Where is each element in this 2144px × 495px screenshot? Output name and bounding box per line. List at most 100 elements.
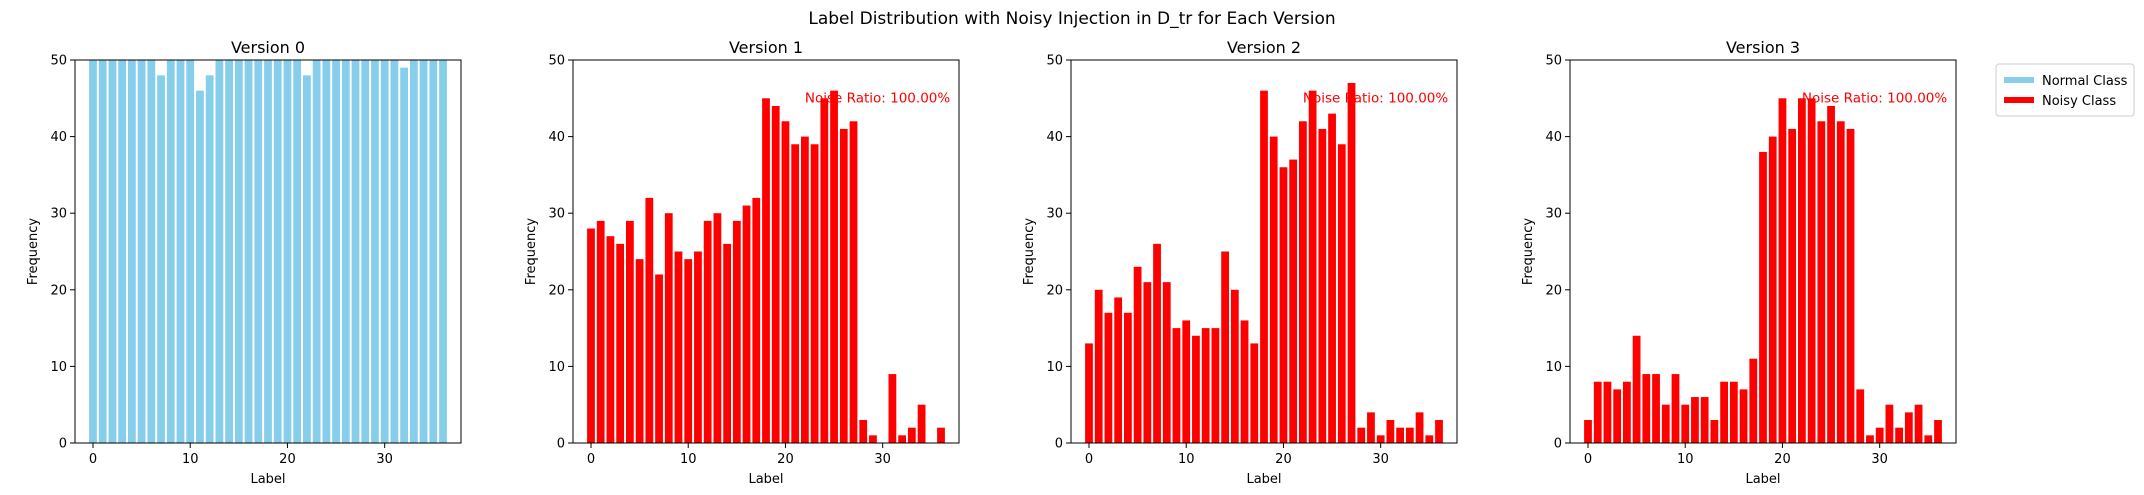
bar — [409, 60, 418, 443]
bar — [1798, 98, 1806, 444]
bar — [1661, 404, 1670, 443]
y-tick-label: 50 — [1545, 54, 1562, 69]
bar — [655, 274, 663, 443]
bar — [108, 60, 117, 443]
x-tick-label: 0 — [89, 452, 97, 467]
subplots: 0 10 20 30 0 10 20 30 40 50 Version 0 Label Frequenc… — [26, 38, 1957, 487]
bar — [1357, 427, 1366, 443]
y-tick-label: 20 — [1545, 283, 1562, 298]
bar — [1221, 251, 1229, 443]
y-tick-label: 10 — [548, 360, 565, 375]
bar — [1895, 427, 1904, 443]
bar — [1691, 397, 1699, 443]
bar — [118, 60, 127, 443]
bar — [303, 75, 311, 443]
bar — [1250, 343, 1259, 443]
bar — [1405, 427, 1414, 443]
bar — [1386, 420, 1395, 443]
bar — [429, 60, 438, 443]
bar — [244, 60, 253, 443]
x-tick-label: 30 — [1871, 452, 1888, 467]
bar — [1593, 381, 1602, 443]
bar — [1347, 82, 1356, 443]
subplot-0: 0 10 20 30 0 10 20 30 40 50 Version 0 Label Frequenc… — [26, 38, 462, 487]
bar — [1192, 335, 1200, 443]
bar — [273, 60, 282, 443]
bar — [1652, 374, 1660, 443]
bar — [1269, 136, 1278, 443]
y-tick-label: 40 — [1545, 130, 1562, 145]
bar — [859, 420, 868, 443]
bar — [587, 228, 595, 443]
bar — [98, 60, 107, 443]
y-tick-label: 50 — [1046, 54, 1063, 69]
bar — [1435, 420, 1443, 443]
bar — [674, 251, 683, 443]
subplot-title: Version 1 — [729, 38, 803, 57]
bar — [869, 435, 877, 443]
y-tick-label: 20 — [1046, 283, 1063, 298]
y-tick-label: 40 — [50, 130, 67, 145]
bar — [1759, 151, 1767, 444]
axes-frame — [572, 59, 960, 444]
y-axis-label: Frequency — [26, 218, 41, 285]
bar — [645, 197, 654, 443]
bar — [341, 60, 350, 443]
bar — [1739, 389, 1748, 443]
bar — [234, 60, 243, 443]
bar — [1133, 266, 1142, 443]
x-tick-label: 0 — [587, 452, 595, 467]
x-axis-label: Label — [1745, 472, 1780, 487]
y-tick-label: 30 — [1046, 207, 1063, 222]
bar — [1085, 343, 1093, 443]
bar — [439, 60, 447, 443]
bar — [205, 75, 214, 443]
y-tick-label: 10 — [1046, 360, 1063, 375]
bar — [596, 220, 605, 443]
bar — [1299, 121, 1307, 443]
bar — [752, 197, 761, 443]
bar — [820, 98, 829, 444]
bar — [1768, 136, 1777, 443]
subplot-title: Version 3 — [1726, 38, 1800, 57]
x-tick-label: 10 — [680, 452, 697, 467]
bar — [1827, 105, 1835, 444]
bar — [1425, 435, 1434, 443]
bar — [1328, 113, 1336, 444]
axes-frame — [1070, 59, 1458, 444]
bar — [742, 205, 751, 443]
bar — [196, 90, 204, 443]
x-tick-label: 20 — [279, 452, 296, 467]
bar — [1201, 328, 1210, 443]
noise-ratio-annotation: Noise Ratio: 100.00% — [1802, 90, 1947, 106]
bar — [1104, 312, 1113, 443]
bar — [839, 128, 848, 443]
bar — [771, 105, 780, 444]
subplot-1: 0 10 20 30 0 10 20 30 40 50 Version 1 Label Frequenc… — [524, 38, 960, 487]
bar — [1396, 427, 1405, 443]
bar — [176, 60, 185, 443]
bar — [1856, 389, 1865, 443]
bar — [283, 60, 292, 443]
bar — [616, 243, 625, 443]
bar — [1642, 374, 1651, 443]
y-axis-label: Frequency — [1521, 218, 1536, 285]
noise-ratio-annotation: Noise Ratio: 100.00% — [805, 90, 950, 106]
bar — [1415, 412, 1424, 443]
bar — [419, 60, 428, 443]
x-tick-label: 20 — [1275, 452, 1292, 467]
bar — [888, 374, 897, 443]
y-tick-label: 40 — [548, 130, 565, 145]
bar — [332, 60, 340, 443]
bar — [1603, 381, 1612, 443]
bar — [1788, 128, 1797, 443]
bar — [312, 60, 321, 443]
bar — [254, 60, 263, 443]
y-tick-label: 10 — [1545, 360, 1562, 375]
x-tick-label: 10 — [1178, 452, 1195, 467]
x-axis-label: Label — [1246, 472, 1281, 487]
bars — [1085, 82, 1443, 444]
bar — [1094, 289, 1103, 443]
bar — [137, 60, 146, 443]
